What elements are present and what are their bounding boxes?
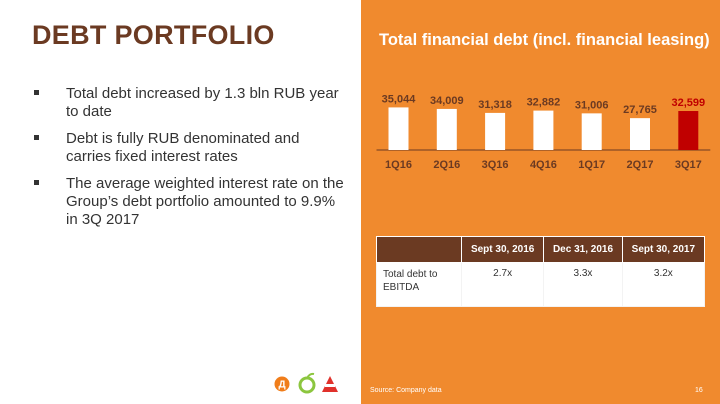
bullet-list: Total debt increased by 1.3 bln RUB year…: [34, 85, 344, 238]
category-label: 2Q16: [433, 159, 460, 171]
bar-2q17: [630, 118, 650, 150]
page-title: DEBT PORTFOLIO: [32, 20, 275, 50]
value-label: 32,882: [527, 97, 561, 109]
left-panel: DEBT PORTFOLIO Total debt increased by 1…: [32, 20, 344, 394]
table-header-empty: [376, 236, 462, 263]
value-label: 34,009: [430, 95, 464, 107]
bar-3q16: [485, 112, 506, 150]
bullet-item: Total debt increased by 1.3 bln RUB year…: [34, 85, 344, 121]
category-label: 3Q16: [482, 159, 509, 171]
table-header-cell: Sept 30, 2017: [621, 236, 706, 263]
value-label: 31,318: [478, 99, 512, 111]
category-label: 1Q16: [385, 159, 412, 171]
value-label: 35,044: [382, 93, 417, 105]
bullet-marker-icon: [34, 135, 39, 140]
bullet-item: Debt is fully RUB denominated and carrie…: [34, 130, 344, 166]
dixy-logo: Д: [274, 376, 290, 392]
bar-3q17: [678, 111, 699, 150]
bullet-item: The average weighted interest rate on th…: [34, 175, 344, 229]
bullet-text: Total debt increased by 1.3 bln RUB year…: [66, 85, 339, 120]
table-row: Total debt to EBITDA 2.7x 3.3x 3.2x: [376, 262, 706, 307]
debt-ratio-table: Sept 30, 2016 Dec 31, 2016 Sept 30, 2017…: [376, 236, 706, 307]
bullet-text: Debt is fully RUB denominated and carrie…: [66, 130, 300, 165]
category-label: 1Q17: [578, 159, 605, 171]
source-note: Source: Company data: [370, 387, 442, 394]
debt-bar-chart: 35,044 1Q16 34,009 2Q16 31,318 3Q16 32,882 4Q16…: [376, 93, 711, 171]
chart-title: Total financial debt (incl. financial le…: [379, 31, 710, 49]
value-label: 31,006: [575, 99, 609, 111]
category-label: 4Q16: [530, 159, 557, 171]
table-cell: 3.3x: [543, 262, 623, 307]
bar-2q16: [436, 108, 457, 150]
value-label: 27,765: [623, 104, 657, 116]
brand-logos: Д: [274, 372, 338, 394]
page-number: 16: [695, 387, 703, 394]
table-cell: 2.7x: [460, 262, 545, 307]
table-header-cell: Sept 30, 2016: [460, 236, 545, 263]
category-label: 2Q17: [627, 159, 654, 171]
bullet-text: The average weighted interest rate on th…: [66, 175, 344, 228]
table-cell: 3.2x: [621, 262, 706, 307]
value-label: 32,599: [671, 97, 705, 109]
megamart-logo: [322, 376, 338, 392]
svg-text:Д: Д: [278, 380, 285, 391]
table-row-label: Total debt to EBITDA: [376, 262, 462, 307]
apple-logo: [298, 372, 316, 394]
table-header-row: Sept 30, 2016 Dec 31, 2016 Sept 30, 2017: [376, 236, 706, 263]
bar-1q17: [581, 113, 602, 150]
right-panel: [361, 0, 720, 404]
bullet-marker-icon: [34, 180, 39, 185]
bullet-marker-icon: [34, 90, 39, 95]
table-header-cell: Dec 31, 2016: [543, 236, 623, 263]
bar-4q16: [533, 110, 554, 150]
bar-1q16: [388, 107, 409, 150]
category-label: 3Q17: [675, 159, 702, 171]
